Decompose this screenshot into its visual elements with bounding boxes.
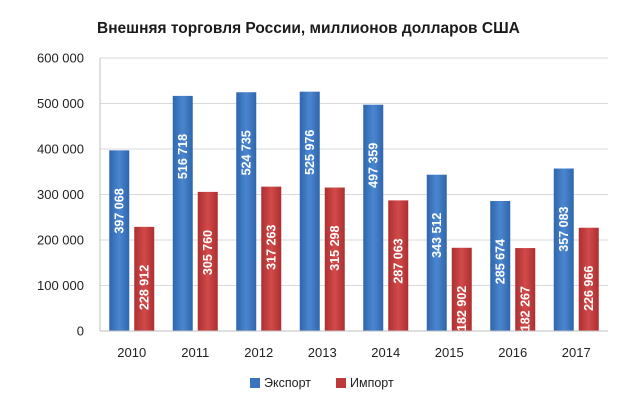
y-tick-label: 300 000 (37, 187, 84, 202)
bar-import-2011 (197, 191, 218, 331)
y-axis: 0 100 000 200 000 300 000 400 000 500 000 600 … (37, 51, 101, 339)
data-label-import-2016: 182 267 (519, 286, 533, 331)
data-label-import-2017: 226 966 (582, 266, 596, 311)
data-label-import-2015: 182 902 (455, 286, 469, 331)
data-label-export-2011: 516 718 (176, 134, 190, 179)
x-tick-label: 2010 (117, 345, 146, 360)
bar-import-2010 (134, 226, 155, 331)
x-tick-label: 2016 (498, 345, 527, 360)
bar-export-2014 (363, 104, 384, 331)
x-tick-label: 2017 (562, 345, 591, 360)
legend-swatch-export (250, 378, 260, 388)
data-label-import-2010: 228 912 (138, 265, 152, 310)
x-tick-label: 2015 (435, 345, 464, 360)
legend-swatch-import (336, 378, 346, 388)
y-tick-label: 100 000 (37, 278, 84, 293)
bar-import-2012 (261, 186, 282, 331)
legend-label-export: Экспорт (264, 376, 311, 390)
x-tick-label: 2012 (244, 345, 273, 360)
bar-export-2017 (553, 168, 574, 331)
legend: Экспорт Импорт (250, 376, 394, 390)
bar-export-2016 (490, 201, 511, 331)
data-label-import-2011: 305 760 (201, 230, 215, 275)
x-tick-label: 2013 (308, 345, 337, 360)
bar-import-2014 (388, 200, 409, 331)
data-label-import-2012: 317 263 (265, 225, 279, 270)
bar-import-2013 (324, 187, 345, 331)
data-label-export-2015: 343 512 (430, 213, 444, 258)
bar-export-2011 (172, 95, 193, 331)
y-tick-label: 600 000 (37, 51, 84, 66)
data-label-import-2013: 315 298 (328, 225, 342, 270)
data-label-export-2010: 397 068 (113, 188, 127, 233)
y-tick-label: 400 000 (37, 142, 84, 157)
x-tick-label: 2011 (181, 345, 209, 360)
bar-export-2013 (299, 91, 320, 331)
bar-export-2012 (236, 92, 257, 331)
bar-import-2015 (451, 247, 472, 331)
data-label-export-2014: 497 359 (367, 143, 381, 188)
legend-label-import: Импорт (350, 376, 394, 390)
bar-import-2017 (578, 227, 599, 331)
bars: 397 068 228 912 516 718 305 760 524 735 317 2… (109, 91, 599, 331)
y-tick-label: 500 000 (37, 96, 84, 111)
data-label-import-2014: 287 063 (392, 238, 406, 283)
data-label-export-2013: 525 976 (303, 130, 317, 175)
x-tick-label: 2014 (371, 345, 400, 360)
y-tick-label: 200 000 (37, 233, 84, 248)
x-axis: 2010 2011 2012 2013 2014 2015 2016 2017 (100, 330, 608, 360)
data-label-export-2017: 357 083 (557, 206, 571, 251)
bar-export-2015 (426, 174, 447, 331)
bar-export-2010 (109, 150, 130, 331)
data-label-export-2016: 285 674 (494, 239, 508, 284)
bar-import-2016 (515, 248, 536, 331)
data-label-export-2012: 524 735 (240, 130, 254, 175)
y-tick-label: 0 (77, 324, 84, 339)
chart-title: Внешняя торговля России, миллионов долла… (97, 20, 520, 37)
